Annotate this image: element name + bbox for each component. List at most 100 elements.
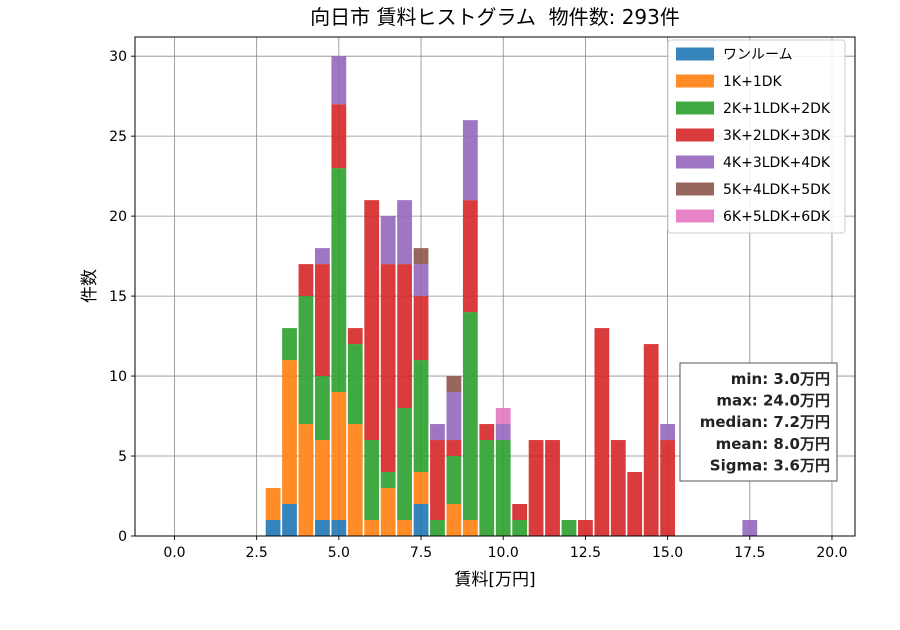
bar-series3-x12.5 <box>578 520 593 536</box>
axes-frame <box>134 36 856 537</box>
x-tick-label: 17.5 <box>734 545 765 561</box>
x-axis-ticks: 0.0 2.5 5.0 7.5 10.0 12.5 15.0 17.5 20.0 <box>163 536 848 561</box>
bar-series1-x3 <box>265 488 281 521</box>
legend-label: 5K+4LDK+5DK <box>723 182 831 198</box>
x-axis-label: 賃料[万円] <box>454 570 535 590</box>
bar-series1-x5 <box>331 392 347 521</box>
bar-series3-x15 <box>660 440 675 536</box>
bar-series1-x8.5 <box>446 504 462 536</box>
legend-label: 6K+5LDK+6DK <box>723 209 831 225</box>
bar-series3-x6.5 <box>380 264 396 473</box>
bar-series3-x9 <box>462 200 478 313</box>
bar-series2-x9.5 <box>479 440 495 536</box>
y-tick-label: 0 <box>118 529 127 545</box>
y-tick-label: 10 <box>109 369 127 385</box>
bar-series1-x7 <box>397 520 412 536</box>
histogram-bars <box>265 56 758 536</box>
bar-series5-x8.5 <box>446 376 462 393</box>
x-tick-label: 0.0 <box>163 545 185 561</box>
legend-swatch <box>676 101 714 115</box>
bar-series2-x5.5 <box>347 344 363 425</box>
bar-series3-x13 <box>594 328 610 536</box>
bar-series4-x6.5 <box>380 216 396 265</box>
bar-series4-x8 <box>430 424 445 441</box>
bar-series3-x14 <box>627 472 643 536</box>
bar-series1-x3.5 <box>282 360 297 505</box>
x-tick-label: 20.0 <box>816 545 847 561</box>
bar-series4-x5 <box>331 56 347 105</box>
y-tick-label: 30 <box>109 49 127 65</box>
x-tick-label: 5.0 <box>328 545 350 561</box>
bar-series4-x8.5 <box>446 392 462 441</box>
bar-series3-x5 <box>331 104 347 169</box>
chart-title: 向日市 賃料ヒストグラム 物件数: 293件 <box>310 5 680 29</box>
bar-series1-x7.5 <box>413 472 429 505</box>
bar-series3-x11 <box>528 440 544 536</box>
legend-swatch <box>676 74 714 88</box>
legend-label: ワンルーム <box>723 47 793 63</box>
bar-series2-x6.5 <box>380 472 396 489</box>
y-tick-label: 5 <box>118 449 127 465</box>
bar-series3-x5.5 <box>347 328 363 345</box>
bar-series2-x10 <box>495 440 511 536</box>
legend-swatch <box>676 128 714 142</box>
bar-series3-x8 <box>430 440 445 521</box>
bar-series2-x4.5 <box>315 376 330 441</box>
y-axis-ticks: 0 5 10 15 20 25 30 <box>109 49 135 545</box>
x-tick-label: 7.5 <box>410 545 432 561</box>
bar-series6-x10 <box>495 408 511 425</box>
bar-series2-x8.5 <box>446 456 462 505</box>
bar-series3-x11.5 <box>545 440 560 536</box>
bar-series3-x4 <box>298 264 314 297</box>
stats-line: min: 3.0万円 <box>731 370 830 388</box>
x-tick-label: 2.5 <box>246 545 268 561</box>
bar-series4-x9 <box>462 120 478 201</box>
bar-series3-x9.5 <box>479 424 495 441</box>
y-tick-label: 15 <box>109 289 127 305</box>
bar-series1-x9 <box>462 520 478 536</box>
bar-series2-x7.5 <box>413 360 429 473</box>
legend: ワンルーム 1K+1DK 2K+1LDK+2DK 3K+2LDK+3DK 4K+3LDK… <box>667 39 846 234</box>
bar-series2-x10.5 <box>512 520 528 536</box>
legend-swatch <box>676 182 714 196</box>
legend-swatch <box>676 209 714 223</box>
bar-series3-x7 <box>397 264 412 409</box>
legend-swatch <box>676 155 714 169</box>
bar-series2-x12 <box>561 520 577 536</box>
bar-series4-x17.5 <box>742 520 758 536</box>
bar-series2-x5 <box>331 168 347 393</box>
bar-series3-x4.5 <box>315 264 330 377</box>
x-tick-label: 15.0 <box>652 545 683 561</box>
legend-label: 2K+1LDK+2DK <box>723 101 831 117</box>
bar-series4-x10 <box>495 424 511 441</box>
bar-series4-x4.5 <box>315 248 330 265</box>
stats-line: Sigma: 3.6万円 <box>710 456 830 474</box>
bar-series2-x8 <box>430 520 445 536</box>
legend-label: 4K+3LDK+4DK <box>723 155 831 171</box>
stats-box: min: 3.0万円 max: 24.0万円 median: 7.2万円 mean: … <box>679 362 838 482</box>
bar-series0-x3 <box>265 520 281 536</box>
bar-series1-x6.5 <box>380 488 396 536</box>
bar-series3-x7.5 <box>413 296 429 361</box>
stats-box-frame <box>679 362 838 482</box>
bar-series0-x4.5 <box>315 520 330 536</box>
legend-swatch <box>676 47 714 61</box>
bar-series0-x7.5 <box>413 504 429 536</box>
bar-series5-x7.5 <box>413 248 429 265</box>
bar-series2-x3.5 <box>282 328 297 361</box>
stats-line: median: 7.2万円 <box>700 413 830 431</box>
bar-series2-x4 <box>298 296 314 425</box>
y-axis-label: 件数 <box>80 269 100 303</box>
bar-series0-x3.5 <box>282 504 297 536</box>
legend-label: 3K+2LDK+3DK <box>723 128 831 144</box>
bar-series3-x14.5 <box>643 344 659 536</box>
bar-series4-x15 <box>660 424 675 441</box>
y-tick-label: 20 <box>109 209 127 225</box>
bar-series3-x8.5 <box>446 440 462 457</box>
bar-series1-x6 <box>364 520 380 536</box>
bar-series1-x5.5 <box>347 424 363 536</box>
bar-series0-x5 <box>331 520 347 536</box>
bar-series4-x7.5 <box>413 264 429 297</box>
bar-series4-x7 <box>397 200 412 265</box>
